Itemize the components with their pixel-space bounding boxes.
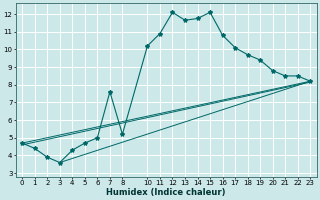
- X-axis label: Humidex (Indice chaleur): Humidex (Indice chaleur): [107, 188, 226, 197]
